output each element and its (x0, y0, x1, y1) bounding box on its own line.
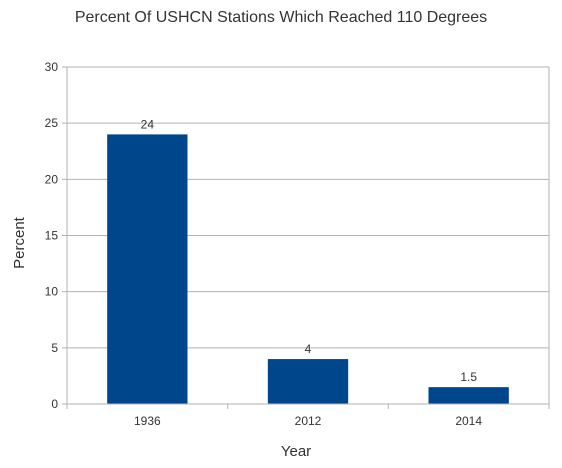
y-tick-label: 20 (45, 172, 59, 186)
y-tick-labels: 0 5 10 15 20 25 30 (45, 60, 59, 411)
data-label: 1.5 (460, 370, 477, 384)
x-tick-label: 2012 (295, 414, 322, 428)
x-axis-title: Year (281, 443, 311, 460)
x-tick-label: 2014 (455, 414, 482, 428)
y-tick-label: 15 (45, 229, 59, 243)
data-labels: 24 4 1.5 (141, 117, 478, 384)
y-tick-label: 0 (51, 397, 58, 411)
x-tick-labels: 1936 2012 2014 (134, 414, 482, 428)
bar (428, 387, 509, 404)
bar (107, 134, 188, 404)
chart-title: Percent Of USHCN Stations Which Reached … (75, 9, 487, 26)
bar (267, 359, 349, 404)
bars (107, 134, 509, 404)
y-tick-label: 5 (51, 341, 58, 355)
x-tick-label: 1936 (134, 414, 161, 428)
y-axis-title: Percent (11, 216, 28, 269)
y-tick-label: 25 (45, 116, 59, 130)
data-label: 4 (305, 342, 312, 356)
y-tick-label: 10 (45, 285, 59, 299)
data-label: 24 (141, 117, 155, 131)
y-tick-label: 30 (45, 60, 59, 74)
axes (62, 66, 550, 409)
